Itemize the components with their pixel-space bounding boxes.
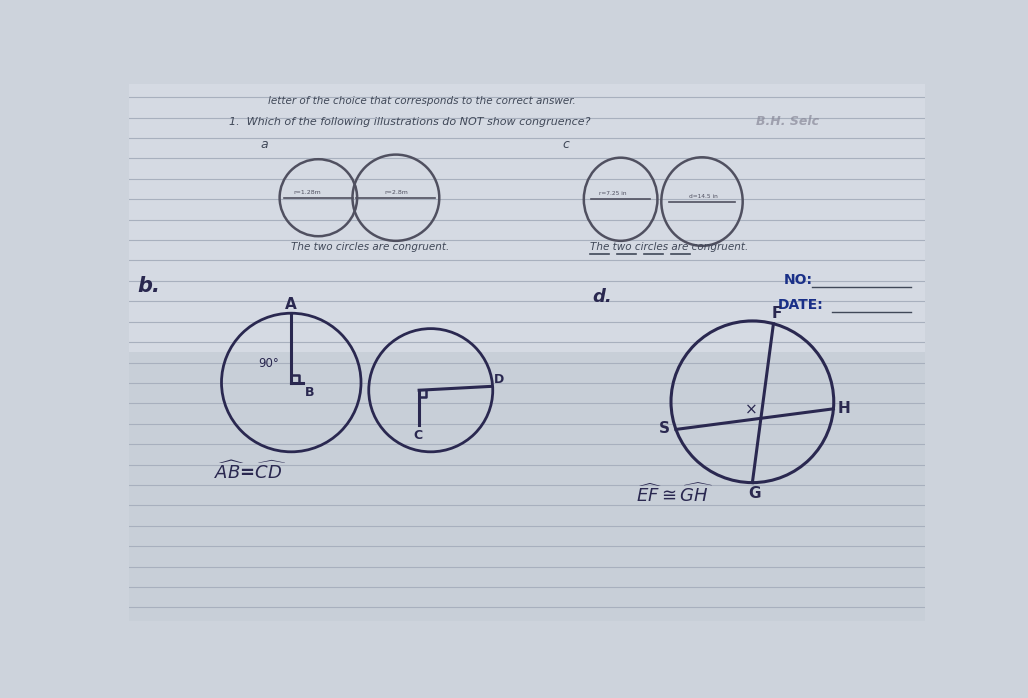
Text: B: B xyxy=(304,385,314,399)
Text: 1.  Which of the following illustrations do NOT show congruence?: 1. Which of the following illustrations … xyxy=(229,117,591,126)
Text: S: S xyxy=(659,422,670,436)
FancyBboxPatch shape xyxy=(128,84,925,352)
FancyBboxPatch shape xyxy=(128,352,925,621)
Text: r=2.8m: r=2.8m xyxy=(383,190,408,195)
Text: H: H xyxy=(838,401,850,417)
Text: c: c xyxy=(562,138,570,151)
Text: letter of the choice that corresponds to the correct answer.: letter of the choice that corresponds to… xyxy=(268,96,576,106)
Text: A: A xyxy=(285,297,297,313)
Text: 90°: 90° xyxy=(259,357,280,370)
Text: a: a xyxy=(260,138,268,151)
Text: d=14.5 in: d=14.5 in xyxy=(689,194,718,199)
Text: b.: b. xyxy=(138,276,160,296)
Text: DATE:: DATE: xyxy=(778,298,823,313)
Text: F: F xyxy=(772,306,782,320)
Text: ×: × xyxy=(745,403,758,417)
Text: r=1.28m: r=1.28m xyxy=(293,190,321,195)
Text: $\widehat{EF}$$\cong$$\widehat{GH}$: $\widehat{EF}$$\cong$$\widehat{GH}$ xyxy=(636,483,713,506)
Text: NO:: NO: xyxy=(783,273,812,287)
Text: D: D xyxy=(493,373,504,385)
Text: r=7.25 in: r=7.25 in xyxy=(599,191,627,196)
Text: $\widehat{AB}$=$\widehat{CD}$: $\widehat{AB}$=$\widehat{CD}$ xyxy=(214,460,287,483)
Text: C: C xyxy=(413,429,423,442)
Text: d.: d. xyxy=(592,288,612,306)
Text: B.H. Selc: B.H. Selc xyxy=(757,114,819,128)
Text: G: G xyxy=(748,486,761,501)
Text: The two circles are congruent.: The two circles are congruent. xyxy=(291,242,449,252)
Text: The two circles are congruent.: The two circles are congruent. xyxy=(590,242,748,252)
